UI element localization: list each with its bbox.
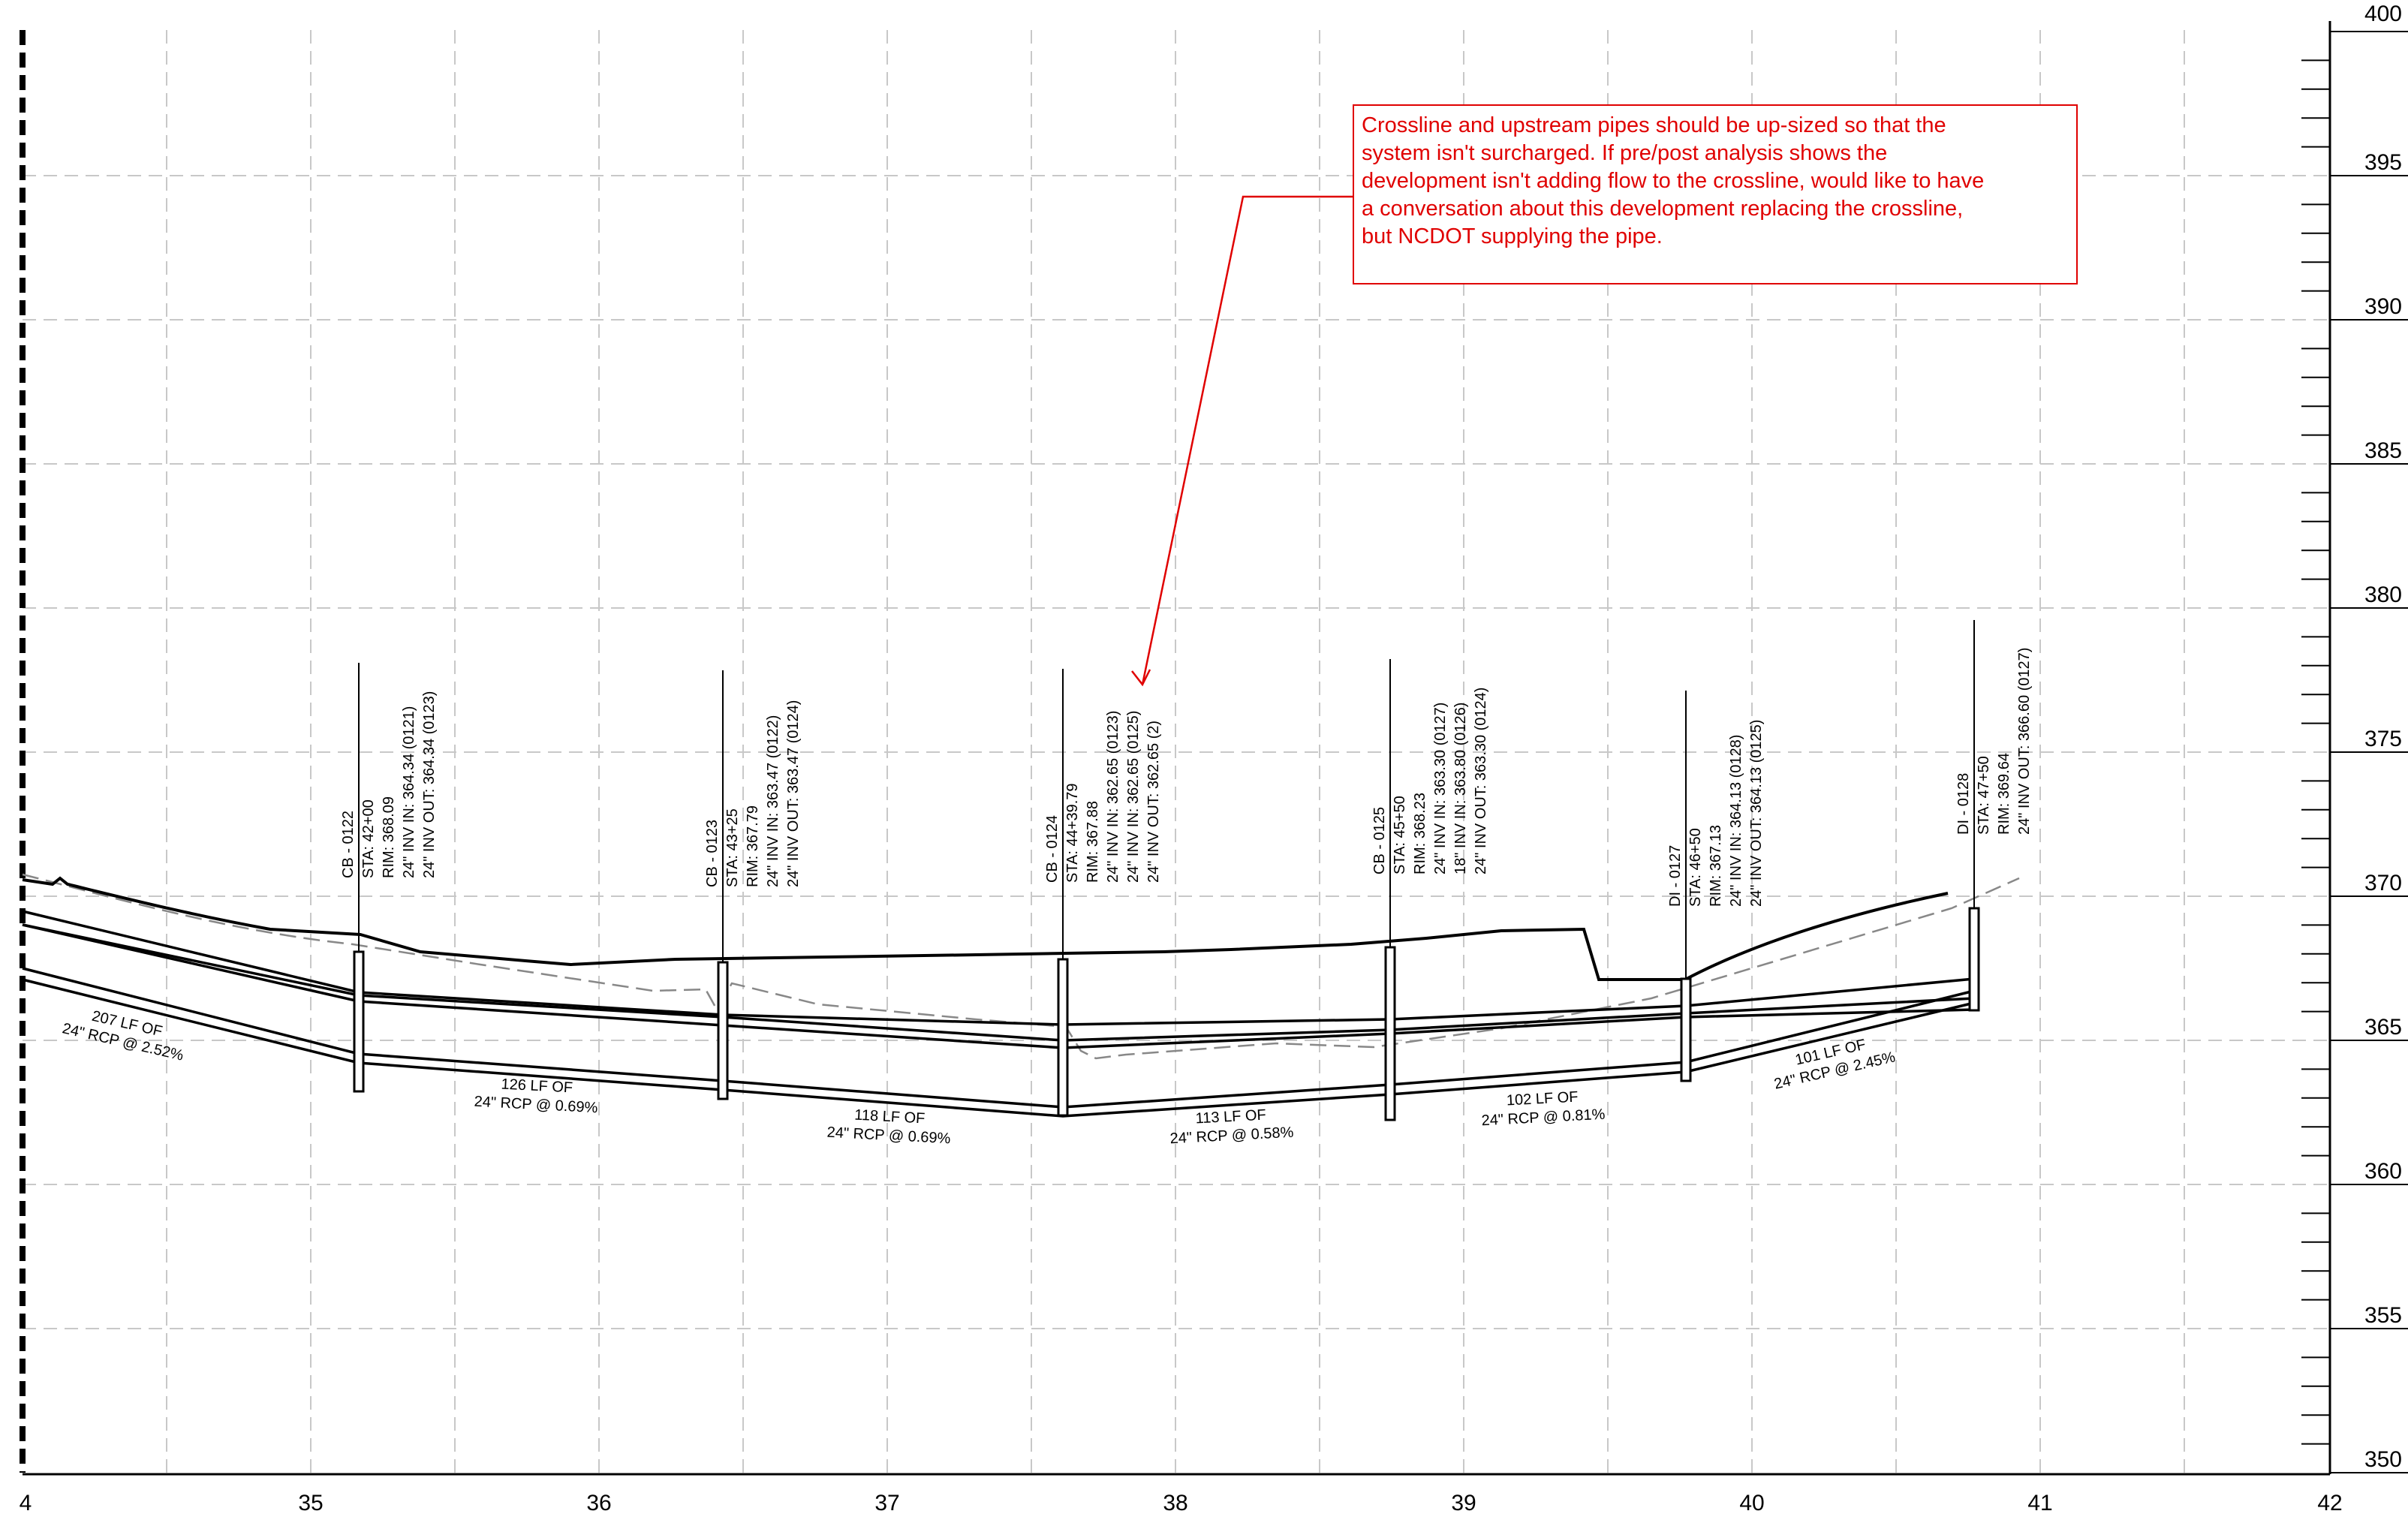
structure-box — [717, 961, 729, 1100]
comment-line: development isn't adding flow to the cro… — [1362, 169, 1985, 193]
y-tick: 360 — [2364, 1159, 2402, 1184]
structure-box — [1968, 907, 1980, 1012]
structure-box — [1384, 946, 1396, 1121]
pipe-label-4: 113 LF OF24" RCP @ 0.58% — [1169, 1106, 1294, 1148]
existing-ground-line — [22, 873, 2020, 1060]
x-tick: 35 — [298, 1491, 323, 1515]
x-tick: 4 — [20, 1491, 32, 1515]
x-tick: 39 — [1451, 1491, 1476, 1515]
y-tick: 350 — [2364, 1447, 2402, 1472]
structure-label-0124: CB - 0124 STA: 44+39.79 RIM: 367.88 24" … — [1044, 706, 1162, 883]
pipe-label-2: 126 LF OF24" RCP @ 0.69% — [474, 1075, 599, 1117]
structure-labels: CB - 0122 STA: 42+00 RIM: 368.09 24" INV… — [340, 648, 2033, 907]
pipe-label-3: 118 LF OF24" RCP @ 0.69% — [826, 1106, 952, 1148]
x-axis-labels: 4 35 36 37 38 39 40 41 42 — [20, 1491, 2343, 1515]
y-tick: 355 — [2364, 1303, 2402, 1328]
y-tick: 370 — [2364, 871, 2402, 895]
y-tick: 375 — [2364, 727, 2402, 751]
pipe-labels: 207 LF OF24" RCP @ 2.52% 126 LF OF24" RC… — [61, 1002, 1897, 1148]
structure-label-0123: CB - 0123 STA: 43+25 RIM: 367.79 24" INV… — [704, 700, 802, 887]
y-axis-labels: 400 395 390 385 380 375 370 365 360 355 … — [2364, 2, 2402, 1472]
structures — [353, 620, 1980, 1121]
y-axis — [2328, 21, 2408, 1474]
y-axis-minor-ticks — [2301, 59, 2330, 1445]
x-tick: 38 — [1163, 1491, 1187, 1515]
structure-label-0128: DI - 0128 STA: 47+50 RIM: 369.64 24" INV… — [1955, 648, 2033, 835]
structure-box — [1680, 977, 1692, 1082]
pipe-label-5: 102 LF OF24" RCP @ 0.81% — [1480, 1088, 1606, 1130]
comment-line: Crossline and upstream pipes should be u… — [1362, 113, 1946, 137]
proposed-grade-line — [22, 876, 1949, 981]
comment-line: but NCDOT supplying the pipe. — [1362, 224, 1663, 248]
structure-box — [353, 950, 365, 1093]
y-tick: 385 — [2364, 438, 2402, 463]
x-tick: 42 — [2317, 1491, 2342, 1515]
x-tick: 41 — [2027, 1491, 2052, 1515]
structure-box — [1057, 958, 1069, 1117]
review-comment-box: Crossline and upstream pipes should be u… — [1353, 104, 2078, 284]
y-tick: 395 — [2364, 150, 2402, 175]
x-tick: 37 — [874, 1491, 899, 1515]
structure-label-0125: CB - 0125 STA: 45+50 RIM: 368.23 24" INV… — [1371, 688, 1489, 874]
pipe-label-1: 207 LF OF24" RCP @ 2.52% — [61, 1002, 189, 1064]
comment-leader-arrow — [1131, 195, 1353, 687]
comment-line: system isn't surcharged. If pre/post ana… — [1362, 141, 1888, 165]
x-tick: 40 — [1739, 1491, 1764, 1515]
y-tick: 390 — [2364, 294, 2402, 319]
x-tick: 36 — [586, 1491, 611, 1515]
comment-line: a conversation about this development re… — [1362, 197, 1964, 221]
y-tick: 365 — [2364, 1015, 2402, 1040]
y-tick: 400 — [2364, 2, 2402, 26]
y-tick: 380 — [2364, 582, 2402, 607]
structure-label-0127: DI - 0127 STA: 46+50 RIM: 367.13 24" INV… — [1667, 720, 1765, 907]
structure-label-0122: CB - 0122 STA: 42+00 RIM: 368.09 24" INV… — [340, 691, 438, 878]
